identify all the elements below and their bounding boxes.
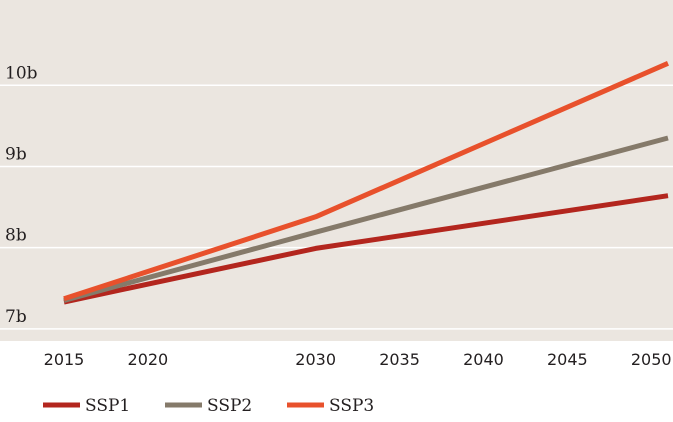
series-line-ssp3: [63, 61, 669, 302]
x-tick-label: 2015: [44, 350, 85, 369]
x-tick-label: 2045: [547, 350, 588, 369]
x-tick-label: 2035: [379, 350, 420, 369]
y-axis-tick-labels: 7b 8b 9b 10b: [5, 63, 38, 327]
y-tick-label: 8b: [5, 226, 27, 246]
x-tick-label: 2040: [463, 350, 504, 369]
x-axis-tick-labels: 2015 2020 2030 2035 2040 2045 2050: [44, 350, 672, 369]
legend: SSP1 SSP2 SSP3: [43, 396, 374, 416]
series-line-ssp2: [63, 135, 669, 303]
legend-label-ssp2: SSP2: [207, 396, 252, 416]
y-tick-label: 10b: [5, 63, 38, 83]
x-tick-label: 2050: [631, 350, 672, 369]
legend-label-ssp3: SSP3: [329, 396, 374, 416]
x-tick-label: 2030: [295, 350, 336, 369]
y-tick-label: 7b: [5, 307, 27, 327]
series-line-ssp1: [63, 193, 669, 305]
series-lines: [63, 61, 669, 305]
y-tick-label: 9b: [5, 144, 27, 164]
legend-label-ssp1: SSP1: [85, 396, 130, 416]
x-tick-label: 2020: [128, 350, 169, 369]
